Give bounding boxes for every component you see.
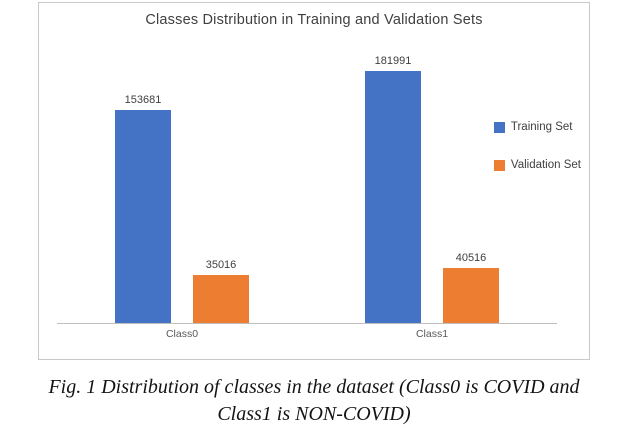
legend-swatch-icon (493, 121, 505, 133)
category-label: Class0 (165, 328, 199, 340)
legend-item: Validation Set (493, 159, 581, 171)
data-label: 40516 (455, 252, 487, 264)
bar-pair: 181991 40516 (365, 55, 499, 324)
bar-group: 153681 35016 Class0 (57, 48, 307, 340)
legend-label: Training Set (510, 121, 573, 133)
bar-chart: Classes Distribution in Training and Val… (38, 2, 590, 360)
caption-line-1: Fig. 1 Distribution of classes in the da… (48, 376, 580, 398)
data-label: 181991 (374, 55, 412, 67)
legend-item: Training Set (493, 121, 581, 133)
bar-validation-set: 35016 (193, 259, 249, 324)
category-label: Class1 (415, 328, 449, 340)
data-label: 35016 (205, 259, 237, 271)
bar-validation-set: 40516 (443, 252, 499, 324)
legend-swatch-icon (493, 159, 505, 171)
legend-label: Validation Set (510, 159, 581, 171)
bar-groups: 153681 35016 Class0 181991 40516 Class1 (57, 48, 557, 340)
legend: Training Set Validation Set (493, 121, 581, 171)
bar-pair: 153681 35016 (115, 94, 249, 324)
bar-training-set: 153681 (115, 94, 171, 324)
caption-line-2: Class1 is NON-COVID) (217, 403, 411, 425)
bar-training-set: 181991 (365, 55, 421, 324)
data-label: 153681 (124, 94, 162, 106)
bar-group: 181991 40516 Class1 (307, 48, 557, 340)
chart-title: Classes Distribution in Training and Val… (145, 12, 483, 28)
x-axis-line (57, 323, 557, 324)
plot-area: 153681 35016 Class0 181991 40516 Class1 (57, 48, 557, 340)
figure-caption: Fig. 1 Distribution of classes in the da… (0, 374, 628, 428)
